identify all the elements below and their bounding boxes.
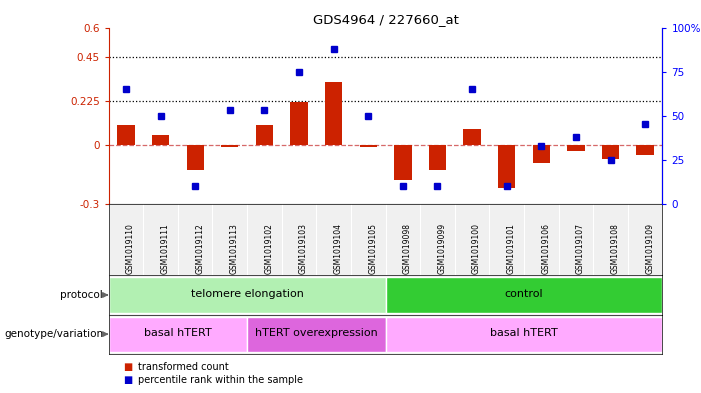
- Bar: [221, 145, 238, 147]
- Bar: [394, 145, 411, 180]
- Bar: [109, 316, 247, 352]
- Bar: [463, 129, 481, 145]
- Bar: [247, 316, 386, 352]
- Text: GSM1019111: GSM1019111: [161, 223, 170, 274]
- Bar: [117, 125, 135, 145]
- Text: hTERT overexpression: hTERT overexpression: [255, 328, 378, 338]
- Bar: [429, 145, 446, 171]
- Bar: [325, 82, 342, 145]
- Bar: [602, 145, 619, 159]
- Text: genotype/variation: genotype/variation: [4, 329, 103, 339]
- Text: GSM1019108: GSM1019108: [611, 223, 620, 274]
- Bar: [498, 145, 515, 188]
- Text: ■: ■: [123, 375, 132, 385]
- Text: basal hTERT: basal hTERT: [490, 328, 558, 338]
- Bar: [360, 145, 377, 147]
- Text: telomere elongation: telomere elongation: [191, 289, 304, 299]
- Bar: [386, 277, 662, 312]
- Text: ■: ■: [123, 362, 132, 373]
- Text: GSM1019102: GSM1019102: [264, 223, 273, 274]
- Bar: [533, 145, 550, 163]
- Text: transformed count: transformed count: [138, 362, 229, 373]
- Text: GSM1019105: GSM1019105: [368, 223, 377, 274]
- Text: GSM1019101: GSM1019101: [507, 223, 516, 274]
- Text: GSM1019099: GSM1019099: [437, 223, 447, 274]
- Bar: [109, 277, 386, 312]
- Text: GSM1019104: GSM1019104: [334, 223, 343, 274]
- Title: GDS4964 / 227660_at: GDS4964 / 227660_at: [313, 13, 458, 26]
- Text: GSM1019100: GSM1019100: [472, 223, 481, 274]
- Text: GSM1019112: GSM1019112: [195, 223, 204, 274]
- Bar: [152, 135, 169, 145]
- Bar: [290, 102, 308, 145]
- Text: GSM1019103: GSM1019103: [299, 223, 308, 274]
- Text: GSM1019106: GSM1019106: [541, 223, 550, 274]
- Text: control: control: [505, 289, 543, 299]
- Text: GSM1019113: GSM1019113: [230, 223, 239, 274]
- Text: GSM1019107: GSM1019107: [576, 223, 585, 274]
- Bar: [386, 316, 662, 352]
- Bar: [637, 145, 654, 155]
- Text: percentile rank within the sample: percentile rank within the sample: [138, 375, 303, 385]
- Text: GSM1019110: GSM1019110: [126, 223, 135, 274]
- Text: protocol: protocol: [60, 290, 103, 300]
- Text: GSM1019098: GSM1019098: [403, 223, 412, 274]
- Bar: [186, 145, 204, 171]
- Text: basal hTERT: basal hTERT: [144, 328, 212, 338]
- Text: GSM1019109: GSM1019109: [645, 223, 654, 274]
- Bar: [256, 125, 273, 145]
- Bar: [567, 145, 585, 151]
